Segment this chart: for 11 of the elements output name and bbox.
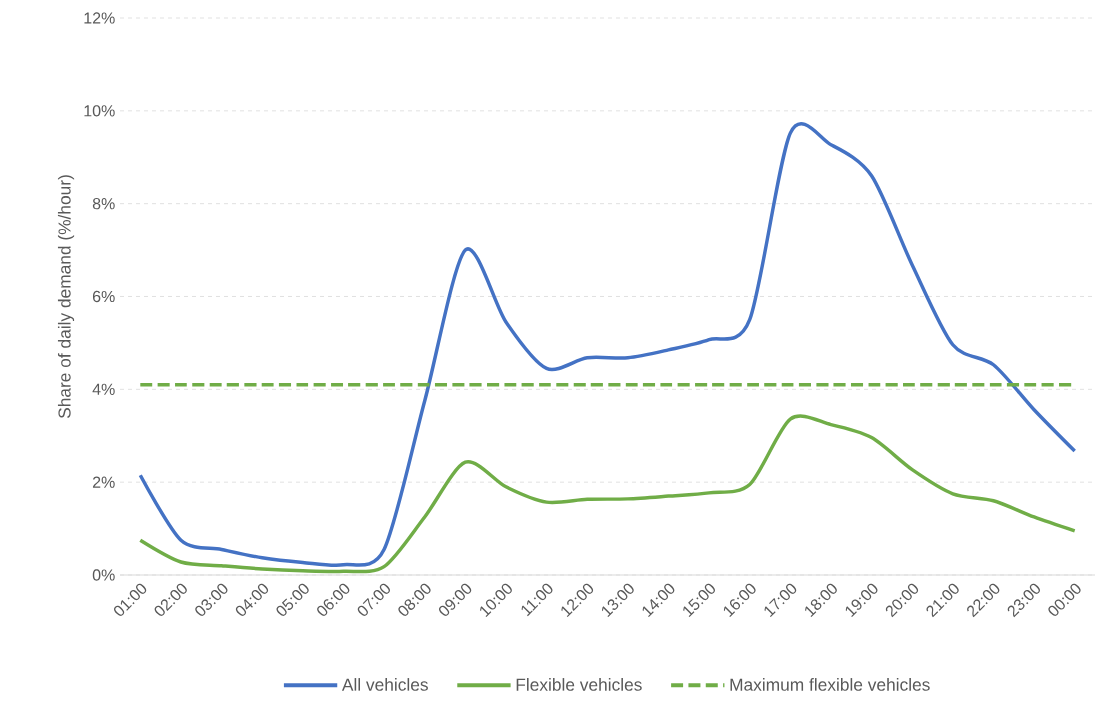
legend-label: All vehicles xyxy=(341,678,428,691)
legend-label: Maximum flexible vehicles xyxy=(730,678,930,691)
y-tick-label: 6% xyxy=(92,290,115,303)
y-tick-label: 12% xyxy=(84,12,115,24)
y-tick-label: 4% xyxy=(92,383,115,395)
y-axis-title: Share of daily demand (%/hour) xyxy=(57,175,75,419)
y-tick-label: 0% xyxy=(92,569,115,581)
y-tick-label: 8% xyxy=(92,198,115,210)
legend-label: Flexible vehicles xyxy=(516,678,642,691)
y-tick-label: 10% xyxy=(84,105,115,117)
y-tick-label: 2% xyxy=(92,476,115,488)
